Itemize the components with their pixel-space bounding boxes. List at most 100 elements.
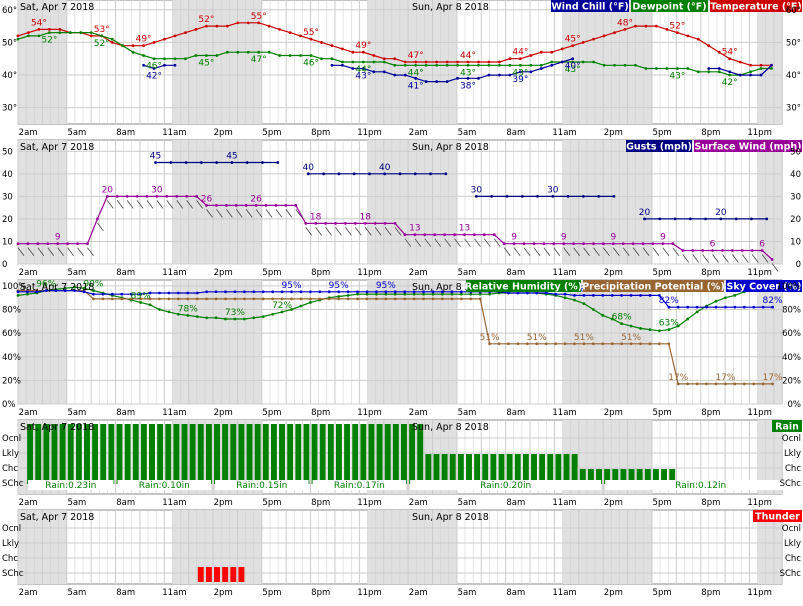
data-point [749,70,753,74]
y-tick-left: Chc [2,554,18,564]
data-label: 55° [251,12,267,22]
data-point [152,67,156,70]
wind-barb [325,227,332,236]
data-point [215,24,219,28]
data-point [412,297,416,301]
data-point [453,233,456,237]
hour-label: 11am [162,128,186,138]
data-point [186,314,190,317]
data-point [490,194,494,198]
data-point [261,161,264,164]
wind-barb [702,254,709,263]
bar-rain [531,454,537,484]
data-label: 48° [617,18,633,28]
bar-rain [140,424,147,484]
bar-rain [59,424,66,484]
rain-panel-date-left: Sat, Apr 7 2018 [20,422,94,433]
data-point [450,292,454,296]
y-tick-right: 30 [790,192,801,202]
bar-rain [368,424,375,484]
hour-label: 5pm [653,408,672,418]
data-point [705,305,708,309]
data-point [309,37,313,41]
data-point [236,21,240,25]
hour-label: 5pm [262,498,281,508]
data-point [705,382,708,386]
data-label: 45° [198,58,214,68]
bar-rain [612,469,619,484]
data-point [466,76,470,80]
data-point [403,63,407,67]
bar-rain [571,454,578,484]
hour-label: 2am [19,408,38,418]
y-tick-right: Lkly [784,449,801,459]
wind-barb [394,227,402,236]
bar-rain [636,469,643,484]
data-point [770,63,773,67]
night-band [367,280,457,404]
data-point [551,194,555,198]
data-point [195,291,199,295]
data-point [37,27,41,31]
rain-amount: Rain:0.17in [334,481,385,491]
humidity-panel: 90% 78% 73% 72% 68% 63% 96% 89% 51% 51% 51% 51% 17% 1… [2,279,802,410]
hour-label: 11am [552,408,576,418]
data-point [199,161,203,164]
legend-sky-box [726,280,802,292]
y-tick-right: 60% [782,329,801,339]
data-point [351,60,355,64]
data-point [120,297,124,301]
bar-rain [84,424,90,484]
hour-label: 5am [67,498,86,508]
y-tick-left: SChc [2,569,24,579]
data-point [346,293,350,297]
data-point [224,297,227,301]
hour-label: 5am [458,408,477,418]
y-tick-left: Lkly [2,539,19,549]
hour-label: 8pm [311,408,330,418]
y-tick-left: 0% [2,400,16,410]
y-tick-right: Chc [785,554,801,564]
data-point [571,60,575,64]
data-point [185,194,189,198]
data-label: 45° [565,35,581,45]
data-point [110,41,114,44]
night-band [367,510,457,584]
bar-rain [279,424,286,484]
data-point [734,217,738,221]
data-point [16,293,20,297]
data-point [356,297,359,301]
wind-barb [285,209,293,218]
data-point [280,297,284,301]
hour-label: 11pm [357,268,382,278]
bar-rain [644,469,651,484]
wind-barb [563,247,571,256]
wind-legend: Gusts (mph) Surface Wind (mph) [626,140,802,153]
y-tick-left: 100% [2,282,26,292]
data-point [142,63,145,67]
data-label: 38° [460,81,476,91]
data-point [186,291,190,295]
humidity-legend: Relative Humidity (%) Precipitation Pote… [465,280,802,293]
rain-amount-box [605,480,797,490]
data-point [761,305,765,309]
bar-rain [67,424,74,484]
data-point [544,291,548,295]
data-point [320,57,323,61]
data-point [566,194,570,198]
data-label: 43° [669,72,685,82]
bar-thunder [230,567,237,582]
bar-rain [149,424,155,484]
hour-label: 5am [67,408,86,418]
wind-barb [474,238,481,247]
hour-label: 5pm [653,498,672,508]
data-point [215,161,219,164]
data-point [337,297,341,301]
data-point [346,297,350,301]
data-point [478,292,482,296]
data-point [225,50,229,54]
y-tick-left: Ocnl [2,434,21,444]
bar-rain [506,454,513,484]
wind-barb [682,254,690,263]
bar-rain [319,424,326,484]
